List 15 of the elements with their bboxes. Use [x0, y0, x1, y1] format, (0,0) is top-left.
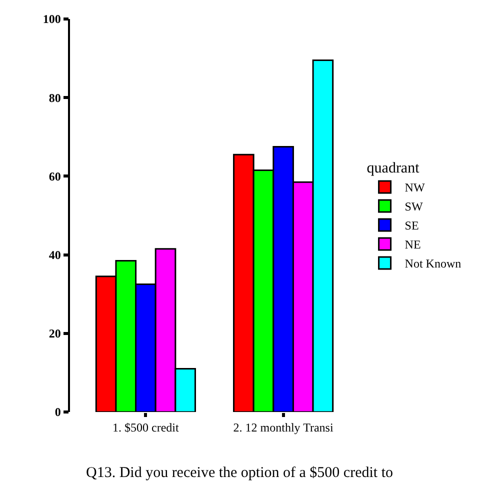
legend-label: SW — [404, 200, 424, 214]
x-tick-label: 2. 12 monthly Transi — [233, 420, 334, 434]
legend-label: NW — [404, 180, 426, 195]
y-tick-label: 80 — [48, 90, 61, 105]
x-tick-label: 1. $500 credit — [112, 420, 180, 434]
legend-title: quadrant — [366, 160, 420, 176]
y-tick-label: 40 — [48, 248, 61, 262]
legend-label: NE — [404, 238, 421, 252]
y-tick-label: 20 — [48, 326, 61, 341]
y-tick-label: 100 — [42, 12, 61, 26]
y-tick-label: 60 — [48, 169, 61, 184]
text: Q13. Did you receive the option of a $500 credit to — [86, 465, 394, 482]
legend-label: Not Known — [404, 256, 462, 271]
legend-label: SE — [404, 218, 419, 233]
y-tick-label: 0 — [54, 405, 61, 420]
